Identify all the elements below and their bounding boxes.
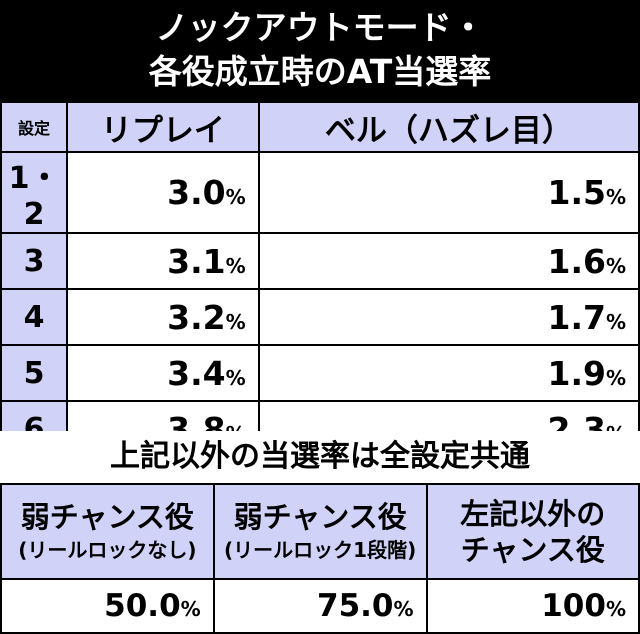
rate-value: 75.0 [317, 588, 394, 624]
header-line-2: (リールロック1段階) [224, 537, 417, 562]
replay-rate-cell: 3.0% [66, 151, 260, 234]
header-line-1: 弱チャンス役 [20, 499, 194, 534]
title-line-2: 各役成立時のAT当選率 [148, 52, 492, 91]
title-line-1: ノックアウトモード・ [155, 8, 485, 47]
rate-table-header: 設定 リプレイ ベル（ハズレ目） [0, 101, 640, 153]
setting-cell: 5 [0, 344, 68, 402]
percent-sign: % [225, 185, 246, 209]
rate-value: 100 [541, 588, 606, 624]
percent-sign: % [225, 309, 246, 334]
common-rate-note: 上記以外の当選率は全設定共通 [0, 431, 640, 483]
percent-sign: % [605, 253, 626, 278]
weak-chance-lock-1-rate: 75.0% [212, 578, 428, 634]
percent-sign: % [605, 365, 626, 390]
replay-rate-value: 3.1 [167, 241, 226, 281]
header-line-2: (リールロックなし) [18, 537, 197, 562]
bell-rate-value: 1.7 [547, 297, 606, 337]
common-rate-table: 弱チャンス役 (リールロックなし) 弱チャンス役 (リールロック1段階) 左記以… [0, 483, 640, 634]
header-line-2: チャンス役 [460, 532, 605, 567]
replay-rate-value: 3.0 [167, 173, 226, 212]
header-other-chance: 左記以外の チャンス役 [425, 483, 640, 580]
percent-sign: % [605, 597, 626, 621]
setting-cell: 4 [0, 288, 68, 346]
bell-rate-value: 1.6 [547, 241, 606, 281]
percent-sign: % [225, 365, 246, 390]
percent-sign: % [393, 597, 414, 621]
percent-sign: % [180, 597, 201, 621]
title-bar: ノックアウトモード・ 各役成立時のAT当選率 [0, 0, 640, 101]
replay-rate-value: 3.4 [167, 353, 226, 393]
percent-sign: % [225, 253, 246, 278]
replay-rate-cell: 3.4% [66, 344, 260, 402]
percent-sign: % [605, 185, 626, 209]
header-replay: リプレイ [66, 101, 260, 153]
bell-rate-cell: 1.7% [257, 288, 640, 346]
at-rate-table: 設定 リプレイ ベル（ハズレ目） 1・2 3.0% 1.5% 3 3.1% 1.… [0, 101, 640, 458]
setting-cell: 1・2 [0, 151, 68, 234]
header-weak-chance-lock-1: 弱チャンス役 (リールロック1段階) [212, 483, 428, 580]
replay-rate-cell: 3.1% [66, 232, 260, 290]
rate-value: 50.0 [104, 588, 181, 624]
replay-rate-value: 3.2 [167, 297, 226, 337]
table-row: 50.0% 75.0% 100% [0, 578, 640, 634]
replay-rate-cell: 3.2% [66, 288, 260, 346]
bell-rate-cell: 1.6% [257, 232, 640, 290]
header-setting: 設定 [0, 101, 68, 153]
bell-rate-value: 1.5 [547, 173, 606, 212]
header-line-1: 左記以外の [460, 496, 606, 531]
table-row: 4 3.2% 1.7% [0, 288, 640, 346]
table-row: 5 3.4% 1.9% [0, 344, 640, 402]
bell-rate-value: 1.9 [547, 353, 606, 393]
percent-sign: % [605, 309, 626, 334]
bell-rate-cell: 1.5% [257, 151, 640, 234]
table-row: 1・2 3.0% 1.5% [0, 151, 640, 234]
header-bell: ベル（ハズレ目） [257, 101, 640, 153]
header-line-1: 弱チャンス役 [233, 499, 407, 534]
header-weak-chance-no-lock: 弱チャンス役 (リールロックなし) [0, 483, 215, 580]
table-row: 3 3.1% 1.6% [0, 232, 640, 290]
bell-rate-cell: 1.9% [257, 344, 640, 402]
weak-chance-no-lock-rate: 50.0% [0, 578, 215, 634]
setting-cell: 3 [0, 232, 68, 290]
other-chance-rate: 100% [425, 578, 640, 634]
common-table-header: 弱チャンス役 (リールロックなし) 弱チャンス役 (リールロック1段階) 左記以… [0, 483, 640, 580]
